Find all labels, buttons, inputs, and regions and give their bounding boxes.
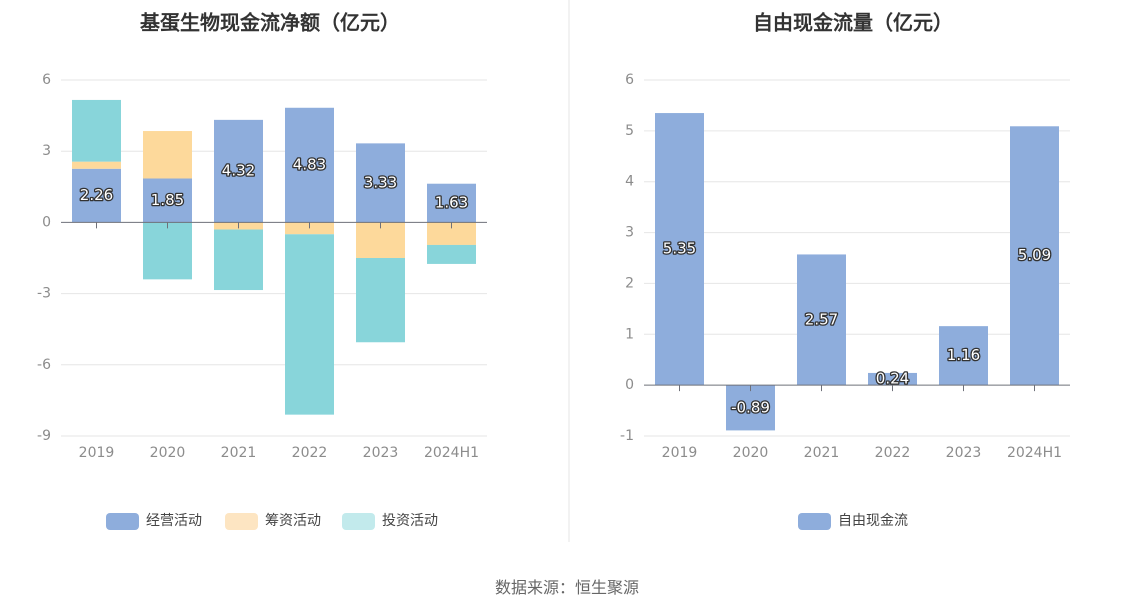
legend-swatch <box>106 513 139 530</box>
legend-swatch <box>798 513 831 530</box>
y-tick-label: 6 <box>42 72 51 88</box>
legend-swatch <box>225 513 258 530</box>
x-tick-label: 2023 <box>363 445 399 461</box>
legend-swatch <box>342 513 375 530</box>
x-tick-label: 2020 <box>733 445 769 461</box>
bar-cashflow-2019-2 <box>72 99 121 162</box>
chart-title: 自由现金流量（亿元） <box>753 11 953 35</box>
bar-data-label: -0.89 <box>731 398 770 416</box>
bar-cashflow-2020-2 <box>143 222 192 280</box>
y-tick-label: 5 <box>625 123 634 139</box>
bar-cashflow-2020-1 <box>143 131 192 179</box>
bar-cashflow-2019-1 <box>72 161 121 169</box>
bar-cashflow-2021-0 <box>214 119 263 223</box>
bar-data-label: 4.83 <box>293 156 326 174</box>
y-tick-label: -6 <box>37 357 51 373</box>
legend-label: 筹资活动 <box>265 512 321 529</box>
bar-data-label: 2.57 <box>805 310 838 328</box>
bar-cashflow-2022-0 <box>285 107 334 223</box>
bar-data-label: 1.63 <box>435 194 468 212</box>
chart-title: 基蛋生物现金流净额（亿元） <box>140 11 400 35</box>
bar-fcf-2022-0 <box>868 372 917 386</box>
bar-cashflow-2022-2 <box>285 234 334 415</box>
y-tick-label: 6 <box>625 72 634 88</box>
bar-data-label: 4.32 <box>222 162 255 180</box>
y-tick-label: 0 <box>625 377 634 393</box>
y-tick-label: 3 <box>42 143 51 159</box>
bar-fcf-2024H1-0 <box>1010 126 1059 386</box>
bar-cashflow-2019-0 <box>72 168 121 223</box>
y-tick-label: 2 <box>625 275 634 291</box>
data-source-note: 数据来源：恒生聚源 <box>494 578 639 597</box>
legend-label: 投资活动 <box>382 513 438 529</box>
bar-fcf-2021-0 <box>797 254 846 386</box>
bar-fcf-2019-0 <box>655 113 704 386</box>
bar-cashflow-2024H1-2 <box>427 244 476 264</box>
bar-data-label: 0.24 <box>876 370 909 388</box>
bar-data-label: 1.85 <box>151 191 184 209</box>
legend-label: 经营活动 <box>146 513 202 529</box>
bar-fcf-2023-0 <box>939 326 988 386</box>
bar-data-label: 5.35 <box>663 240 696 258</box>
y-tick-label: -1 <box>620 428 634 444</box>
y-tick-label: 3 <box>625 225 634 241</box>
x-tick-label: 2022 <box>875 445 911 461</box>
bar-cashflow-2020-0 <box>143 178 192 223</box>
x-tick-label: 2021 <box>804 445 840 461</box>
y-tick-label: -3 <box>37 286 51 302</box>
bar-cashflow-2021-2 <box>214 229 263 291</box>
bar-fcf-2020-0 <box>726 385 775 431</box>
bar-data-label: 3.33 <box>364 173 397 191</box>
bar-cashflow-2023-2 <box>356 258 405 343</box>
y-tick-label: 1 <box>625 326 634 342</box>
bar-cashflow-2024H1-1 <box>427 222 476 245</box>
x-tick-label: 2019 <box>662 445 698 461</box>
x-tick-label: 2019 <box>79 445 115 461</box>
bar-data-label: 1.16 <box>947 346 980 364</box>
x-tick-label: 2020 <box>150 445 186 461</box>
x-tick-label: 2024H1 <box>424 445 479 461</box>
bar-data-label: 2.26 <box>80 186 113 204</box>
x-tick-label: 2023 <box>946 445 982 461</box>
bar-cashflow-2024H1-0 <box>427 183 476 223</box>
x-tick-label: 2022 <box>292 445 328 461</box>
y-tick-label: -9 <box>37 428 51 444</box>
x-tick-label: 2021 <box>221 445 257 461</box>
legend-label: 自由现金流 <box>838 513 908 529</box>
y-tick-label: 4 <box>625 174 634 190</box>
bar-cashflow-2023-0 <box>356 143 405 223</box>
bar-data-label: 5.09 <box>1018 246 1051 264</box>
x-tick-label: 2024H1 <box>1007 445 1062 461</box>
y-tick-label: 0 <box>42 214 51 230</box>
